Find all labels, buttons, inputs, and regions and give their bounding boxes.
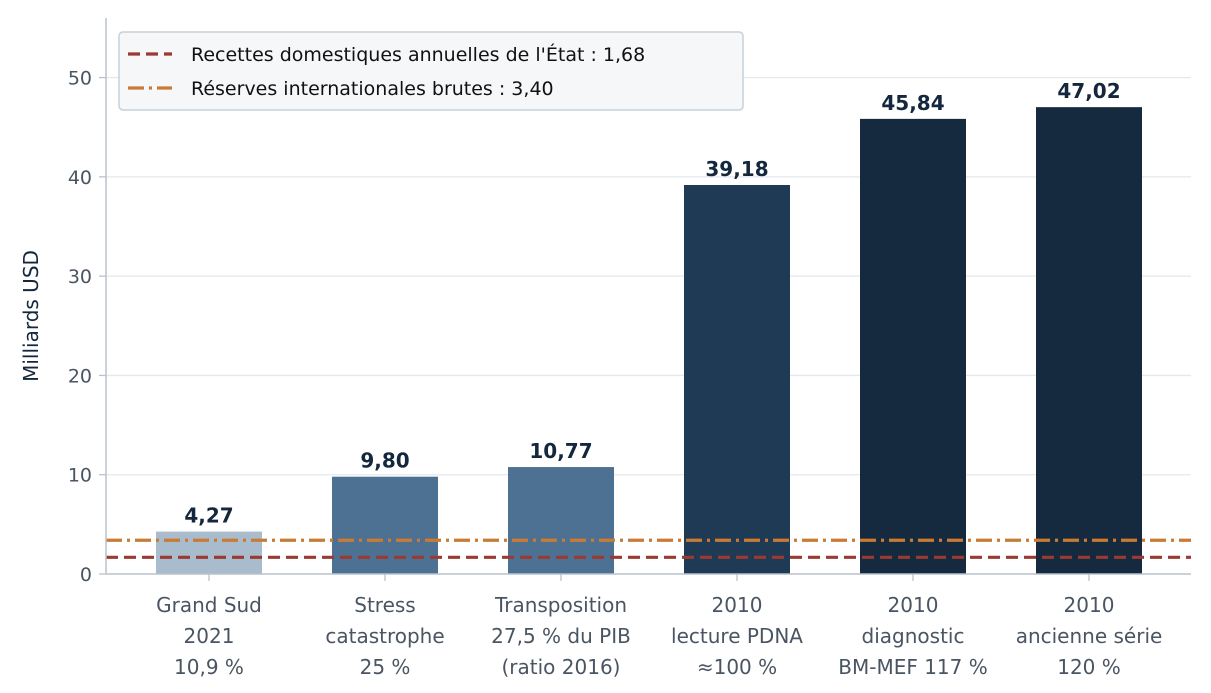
x-tick-label: 2010 lecture PDNA ≈100 % [671,593,803,679]
legend-entry: Réserves internationales brutes : 3,40 [191,78,554,100]
legend-entry: Recettes domestiques annuelles de l'État… [191,43,645,66]
bar [860,118,966,575]
bar [156,531,262,574]
legend-box [118,31,744,111]
y-tick-label: 20 [68,365,92,387]
x-tick-label: Stress catastrophe 25 % [325,593,444,679]
bar-value-labels: 4,27 9,80 10,77 39,18 45,84 47,02 [184,79,1120,527]
bar-value-label: 39,18 [705,157,768,181]
x-tick-label: Transposition 27,5 % du PIB (ratio 2016) [491,593,631,679]
grid-lines [106,76,1191,476]
y-tick-label: 10 [68,465,92,487]
bar-value-label: 9,80 [360,449,409,473]
x-tick-label: Grand Sud 2021 10,9 % [156,593,262,679]
y-tick-label: 50 [68,68,92,90]
axes: 0 10 20 30 40 50 Grand Sud 2021 10,9 % Stress cata… [68,18,1191,679]
bar-value-label: 10,77 [529,439,592,463]
bar-value-label: 4,27 [184,504,233,528]
reference-lines [106,538,1191,559]
y-tick-label: 30 [68,266,92,288]
bar [332,476,438,574]
bar-value-label: 47,02 [1057,79,1120,103]
bar [684,184,790,574]
bar [1036,107,1142,574]
x-tick-label: 2010 ancienne série 120 % [1016,593,1163,679]
x-tick-label: 2010 diagnostic BM-MEF 117 % [838,593,987,679]
legend: Recettes domestiques annuelles de l'État… [118,31,744,111]
y-axis-title: Milliards USD [19,250,43,382]
y-tick-label: 0 [80,564,92,586]
bar-value-label: 45,84 [881,91,944,115]
y-tick-label: 40 [68,167,92,189]
